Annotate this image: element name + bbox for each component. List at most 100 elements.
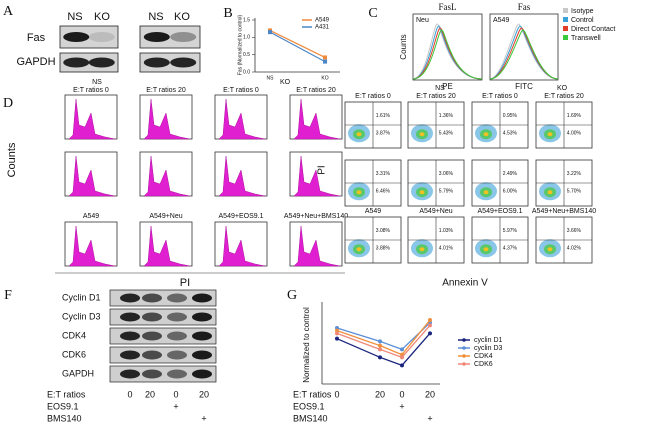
x-tick-label: KO [321, 75, 328, 81]
condition-value: + [399, 401, 404, 411]
blot-frame [109, 327, 217, 345]
panel-label: G [287, 288, 297, 303]
quadrant-value: 3.66% [567, 228, 582, 234]
column-header: E:T ratios 0 [73, 87, 109, 94]
point [428, 323, 432, 328]
point [378, 343, 382, 348]
point [323, 55, 327, 60]
blot-band [143, 32, 170, 42]
quadrant-value: 3.88% [376, 246, 391, 252]
line [336, 324, 431, 359]
quadrant-value: 5.79% [439, 189, 454, 195]
condition-value: + [173, 401, 178, 411]
histogram [143, 155, 191, 197]
legend-label: cyclin D1 [474, 337, 503, 344]
point [268, 30, 272, 35]
y-tick-label: 1.0 [243, 35, 250, 41]
y-axis-label: PI [317, 165, 328, 174]
y-tick-label: 1.5 [243, 17, 250, 23]
quadrant-value: 4.02% [567, 246, 582, 252]
histogram [68, 98, 116, 140]
condition-label: EOS9.1 [47, 401, 79, 411]
blot-band [192, 350, 212, 360]
legend-label: Transwell [571, 35, 601, 42]
x-tick-label: NS [267, 75, 275, 81]
scatter-core [483, 190, 489, 195]
inset-label: Neu [416, 17, 429, 24]
histogram [68, 225, 116, 267]
column-header: E:T ratios 20 [416, 93, 456, 100]
legend-marker [462, 354, 466, 358]
quadrant-value: 6.00% [503, 189, 518, 195]
y-tick-label: 0.0 [243, 69, 250, 75]
legend-marker [462, 338, 466, 342]
quadrant-value: 3.06% [439, 171, 454, 177]
y-axis-label: Counts [6, 142, 18, 177]
point [378, 347, 382, 352]
legend-swatch [563, 17, 568, 22]
quadrant-value: 4.01% [439, 246, 454, 252]
scatter-core [356, 132, 362, 137]
quadrant-value: 3.22% [567, 171, 582, 177]
group-label: KO [280, 79, 291, 86]
line [336, 319, 431, 356]
column-header: A549+Neu [419, 208, 452, 215]
blot-band [192, 293, 212, 303]
column-label: NS [148, 11, 163, 23]
column-header: E:T ratios 20 [146, 87, 186, 94]
y-axis-label: Normalized to control [302, 307, 311, 383]
blot-band [120, 369, 140, 379]
histogram [218, 225, 266, 267]
legend-label: A549 [315, 18, 330, 24]
condition-value: 20 [375, 389, 385, 399]
point [335, 336, 339, 341]
column-header: A549+Neu [149, 213, 182, 220]
blot-band [170, 32, 197, 42]
histogram [293, 98, 341, 140]
panel-label: D [3, 96, 13, 111]
point [335, 331, 339, 336]
blot-band [142, 293, 162, 303]
blot-band [120, 293, 140, 303]
line [269, 29, 326, 58]
condition-value: + [201, 413, 206, 423]
row-label: GAPDH [16, 56, 55, 68]
x-axis-label: PI [180, 277, 190, 289]
blot-band [167, 369, 187, 379]
blot-band [167, 312, 187, 322]
group-label: KO [557, 85, 568, 92]
scatter-core [419, 132, 425, 137]
scatter-core [483, 247, 489, 252]
y-axis-label: Counts [399, 34, 408, 59]
histogram [68, 155, 116, 197]
legend-label: Isotype [571, 8, 594, 15]
point [323, 59, 327, 64]
column-header: E:T ratios 0 [355, 93, 391, 100]
blot-band [63, 57, 90, 68]
point [378, 339, 382, 344]
legend-label: Control [571, 17, 594, 24]
column-header: A549+Neu+BMS140 [532, 208, 596, 215]
column-label: KO [174, 11, 190, 23]
group-label: NS [92, 79, 102, 86]
condition-label: BMS140 [293, 413, 328, 423]
blot-band [192, 369, 212, 379]
blot-band [120, 350, 140, 360]
quadrant-value: 5.43% [439, 131, 454, 137]
row-label: CDK6 [62, 349, 86, 359]
blot-band [142, 331, 162, 341]
quadrant-value: 5.70% [567, 189, 582, 195]
legend-swatch [563, 35, 568, 40]
quadrant-value: 5.97% [503, 228, 518, 234]
line [336, 322, 431, 351]
blot-frame [109, 346, 217, 364]
quadrant-value: 4.37% [503, 246, 518, 252]
column-label: KO [94, 11, 110, 23]
panel-label: B [223, 6, 232, 21]
panel-title: Fas [518, 2, 531, 12]
condition-value: 20 [145, 389, 155, 399]
legend-label: cyclin D3 [474, 345, 503, 352]
blot-frame [109, 365, 217, 383]
panel-label: F [4, 288, 12, 303]
blot-band [192, 312, 212, 322]
